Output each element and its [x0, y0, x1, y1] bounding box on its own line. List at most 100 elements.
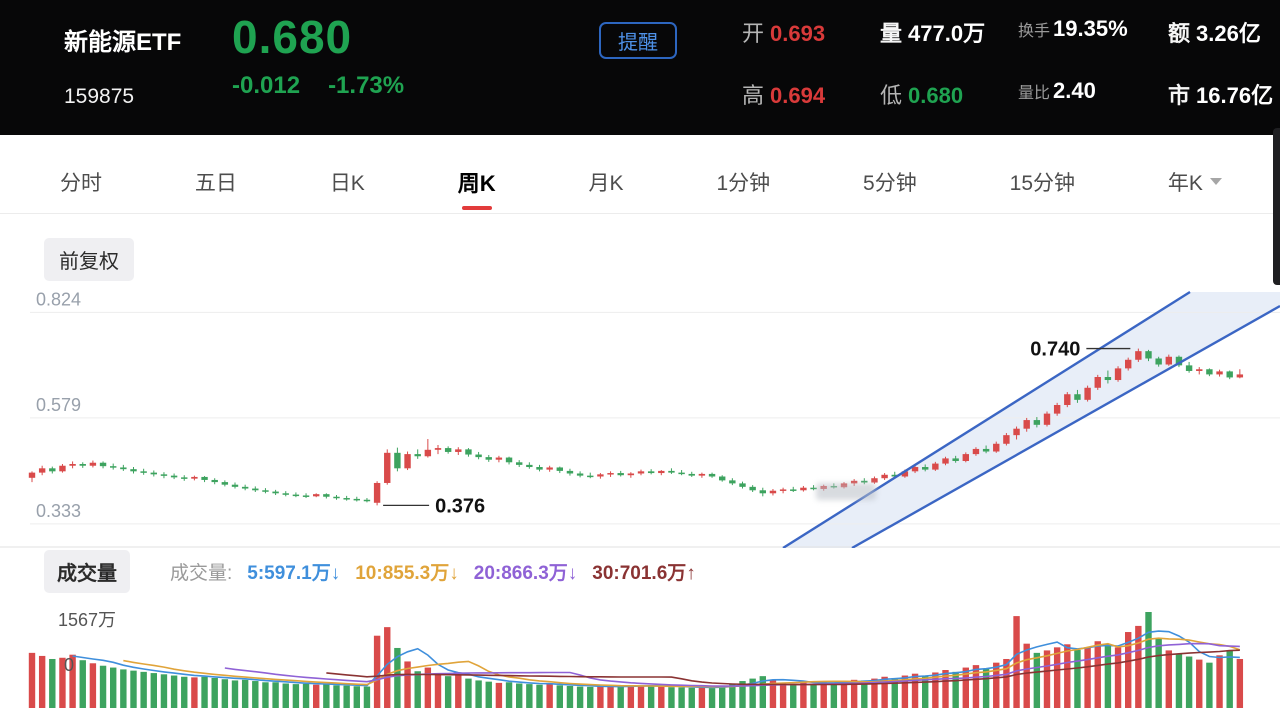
volume-bar: [769, 679, 777, 708]
candle-body: [455, 449, 462, 452]
volume-ma-line-20: [224, 642, 1240, 687]
volume-chip[interactable]: 成交量: [44, 549, 130, 593]
tab-6[interactable]: 5分钟: [863, 171, 917, 195]
volume-bar: [1003, 658, 1010, 708]
stat-0: 开 0.693: [742, 21, 826, 46]
volume-bar: [993, 662, 1000, 708]
candle-body: [1013, 428, 1020, 436]
volume-bar: [262, 682, 269, 708]
candle-body: [49, 468, 56, 472]
candle-body: [861, 480, 868, 483]
tab-2[interactable]: 日K: [329, 171, 365, 195]
volume-bar: [1145, 612, 1152, 708]
volume-bar: [942, 670, 949, 708]
volume-bar: [1114, 647, 1122, 708]
candle-body: [1236, 374, 1244, 378]
volume-bar: [130, 670, 137, 708]
volume-bar: [252, 681, 259, 708]
alert-button[interactable]: 提醒: [599, 22, 677, 59]
volume-bar: [1165, 650, 1172, 708]
candle-body: [1064, 394, 1071, 406]
price-chart[interactable]: 0.824 0.579 0.333 0.740 0.376: [0, 290, 1280, 548]
volume-ma-line-30: [326, 649, 1240, 686]
volume-bar: [424, 667, 432, 708]
tab-0[interactable]: 分时: [60, 171, 102, 195]
candle-body: [181, 477, 188, 479]
volume-bar: [414, 671, 421, 708]
tab-3[interactable]: 周K: [458, 150, 496, 213]
volume-bar: [99, 665, 107, 708]
change-row: -0.012 -1.73%: [232, 72, 404, 100]
volume-bar: [830, 682, 838, 708]
tab-bar: 分时 五日 日K 周K 月K 1分钟 5分钟 15分钟 年K: [0, 150, 1280, 214]
volume-bar: [272, 682, 279, 708]
volume-bar: [313, 684, 320, 708]
volume-bar: [708, 688, 716, 708]
volume-bar: [302, 683, 310, 708]
candle-body: [922, 467, 929, 470]
candle-body: [678, 472, 685, 475]
candle-body: [749, 486, 756, 491]
volume-bar: [353, 686, 360, 708]
volume-bar: [465, 678, 472, 708]
volume-chart[interactable]: [0, 594, 1280, 714]
candle-body: [1135, 351, 1142, 360]
annotation-label: 0.376: [435, 495, 485, 517]
candle-body: [333, 496, 340, 499]
volume-bar: [688, 687, 695, 708]
volume-bar: [201, 676, 208, 708]
adjust-mode-button[interactable]: 前复权: [44, 238, 134, 281]
candle-body: [302, 495, 310, 497]
tab-4[interactable]: 月K: [588, 171, 624, 195]
candle-body: [729, 480, 736, 484]
stat-5: 低 0.680: [880, 83, 964, 108]
volume-bar: [1236, 658, 1244, 708]
candle-body: [38, 468, 46, 473]
y-axis-label: 0.333: [36, 501, 81, 521]
candle-body: [566, 470, 574, 474]
candle-body: [282, 493, 289, 495]
stock-ident: 新能源ETF 159875: [64, 22, 181, 109]
candle-body: [150, 472, 157, 475]
volume-bar: [850, 679, 858, 708]
tab-5[interactable]: 1分钟: [716, 171, 771, 195]
candle-body: [79, 464, 86, 466]
candle-body: [647, 471, 655, 474]
volume-axis-max-label: 1567万: [58, 610, 117, 630]
stat-3: 额 3.26亿: [1168, 21, 1261, 46]
candle-body: [465, 449, 472, 455]
volume-bar: [140, 671, 147, 708]
candle-body: [69, 464, 76, 466]
tab-7[interactable]: 15分钟: [1009, 171, 1075, 195]
candle-body: [1084, 387, 1091, 400]
volume-bar: [1216, 655, 1223, 708]
candle-body: [292, 494, 300, 497]
tab-1[interactable]: 五日: [194, 171, 237, 195]
candle-body: [404, 454, 411, 469]
volume-legend-prefix: 成交量:: [170, 562, 233, 584]
volume-bar: [516, 683, 523, 708]
volume-bar: [739, 681, 746, 708]
stat-6: 量比 2.40: [1018, 78, 1096, 103]
stat-1: 量 477.0万: [880, 21, 986, 46]
volume-axis-zero-label: 0: [64, 655, 75, 675]
candle-body: [28, 472, 36, 478]
candle-body: [637, 471, 645, 474]
volume-bar: [729, 683, 736, 708]
volume-bar: [637, 685, 645, 708]
volume-bar: [861, 680, 868, 708]
candle-body: [972, 448, 980, 455]
candle-body: [130, 469, 137, 472]
candle-body: [241, 486, 249, 489]
candle-body: [790, 489, 797, 491]
tab-8[interactable]: 年K: [1168, 150, 1222, 213]
annotation-label: 0.740: [1030, 339, 1080, 361]
volume-bar: [28, 652, 36, 708]
volume-bar: [1013, 616, 1020, 708]
candle-body: [444, 448, 452, 452]
candle-body: [59, 465, 66, 472]
volume-bar: [211, 677, 218, 708]
candle-body: [576, 473, 584, 476]
watermark: [816, 483, 876, 500]
volume-bar: [658, 686, 665, 708]
